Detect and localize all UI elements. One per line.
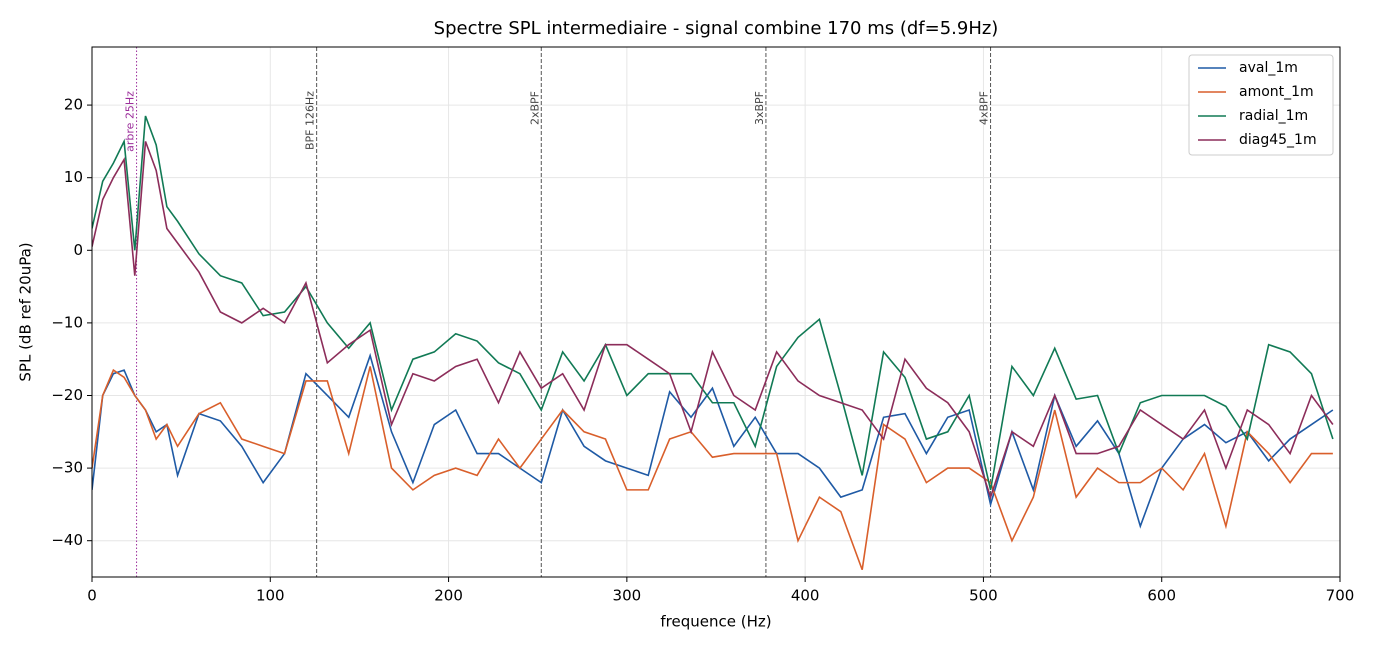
x-tick-label: 600 [1147, 587, 1176, 605]
legend-label: diag45_1m [1239, 132, 1317, 148]
plot-frame [91, 46, 1341, 578]
reference-label: 3xBPF [753, 91, 766, 125]
chart-title: Spectre SPL intermediaire - signal combi… [434, 18, 999, 39]
series-line [92, 366, 1333, 571]
legend-label: amont_1m [1239, 84, 1314, 100]
legend-label: radial_1m [1239, 108, 1308, 124]
y-tick-label: −10 [51, 313, 83, 331]
y-tick-label: −40 [51, 531, 83, 549]
legend-box [1188, 54, 1334, 156]
legend-label: aval_1m [1239, 60, 1298, 76]
x-tick-label: 500 [969, 587, 998, 605]
x-tick-label: 0 [87, 587, 97, 605]
y-tick-label: −30 [51, 459, 83, 477]
series-line [92, 115, 1334, 491]
reference-label: arbre 25Hz [124, 91, 137, 152]
series-line [92, 352, 1334, 529]
x-tick-label: 700 [1326, 587, 1355, 605]
y-tick-label: 0 [73, 241, 83, 259]
x-tick-label: 300 [613, 587, 642, 605]
reference-label: BPF 126Hz [304, 91, 317, 150]
y-tick-label: −20 [51, 386, 83, 404]
x-axis-label: frequence (Hz) [660, 613, 771, 631]
x-tick-label: 400 [791, 587, 820, 605]
x-tick-label: 100 [256, 587, 285, 605]
y-tick-label: 20 [64, 96, 83, 114]
y-tick-label: 10 [64, 168, 83, 186]
x-tick-label: 200 [434, 587, 463, 605]
reference-label: 2xBPF [528, 91, 541, 125]
reference-label: 4xBPF [978, 91, 991, 125]
y-axis-label: SPL (dB ref 20uPa) [17, 242, 35, 381]
series-line [92, 141, 1334, 500]
